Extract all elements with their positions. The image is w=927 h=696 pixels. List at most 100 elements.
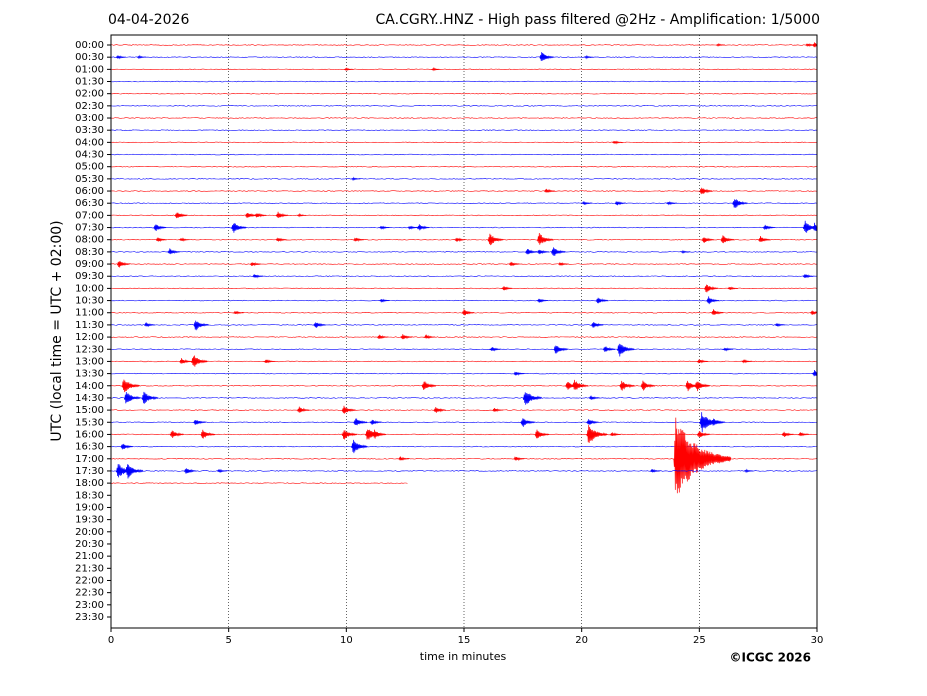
seismic-event xyxy=(696,430,711,438)
y-tick-label: 07:30 xyxy=(75,223,104,234)
seismic-event xyxy=(378,298,390,303)
y-tick-label: 05:00 xyxy=(75,162,104,173)
y-tick-label: 06:00 xyxy=(75,186,104,197)
seismic-event xyxy=(524,248,538,255)
seismic-event xyxy=(344,67,354,72)
seismic-event xyxy=(811,222,817,231)
y-tick-label: 12:00 xyxy=(75,332,104,343)
y-axis-label: UTC (local time = UTC + 02:00) xyxy=(49,220,65,441)
seismic-event xyxy=(174,212,188,219)
seismic-event xyxy=(762,224,775,230)
seismic-event xyxy=(513,456,525,462)
seismic-event xyxy=(433,406,447,413)
seismic-event xyxy=(811,42,817,48)
seismic-event xyxy=(398,456,410,461)
seismic-event xyxy=(341,430,358,440)
y-tick-label: 03:30 xyxy=(75,125,104,136)
trace xyxy=(111,470,818,472)
seismic-event xyxy=(115,55,127,60)
y-tick-label: 00:00 xyxy=(75,40,104,51)
seismic-event xyxy=(232,310,244,315)
seismic-event xyxy=(369,419,382,425)
seismic-event xyxy=(421,381,437,390)
seismic-event xyxy=(544,188,556,193)
trace xyxy=(110,44,818,46)
y-tick-label: 17:30 xyxy=(75,466,104,477)
seismic-event xyxy=(155,237,167,243)
seismic-event xyxy=(416,224,430,231)
trace xyxy=(110,165,818,168)
seismic-event xyxy=(352,237,365,243)
seismic-event xyxy=(351,176,361,181)
trace xyxy=(110,105,818,107)
seismic-event xyxy=(407,225,419,230)
y-tick-label: 23:30 xyxy=(75,612,104,623)
seismic-event xyxy=(144,322,155,328)
y-tick-label: 15:00 xyxy=(75,405,104,416)
y-tick-label: 18:00 xyxy=(75,478,104,489)
seismic-event xyxy=(595,297,609,304)
y-tick-label: 17:00 xyxy=(75,454,104,465)
seismic-event xyxy=(732,199,748,208)
y-tick-label: 08:00 xyxy=(75,235,104,246)
seismic-event xyxy=(193,320,209,331)
x-tick-label: 25 xyxy=(693,635,706,646)
trace xyxy=(110,421,818,423)
y-tick-label: 13:00 xyxy=(75,356,104,367)
seismic-event xyxy=(711,309,724,315)
trace xyxy=(110,251,818,253)
seismic-event xyxy=(550,247,566,256)
trace xyxy=(110,56,818,58)
y-tick-label: 14:30 xyxy=(75,393,104,404)
seismic-event xyxy=(275,211,289,218)
trace xyxy=(110,141,818,144)
y-tick-label: 13:30 xyxy=(75,369,104,380)
seismic-event xyxy=(341,405,356,414)
seismic-event xyxy=(680,249,690,254)
date: 04-04-2026 xyxy=(108,12,189,28)
trace xyxy=(110,385,818,387)
x-tick-label: 30 xyxy=(811,635,824,646)
seismic-event xyxy=(536,233,554,245)
seismic-event xyxy=(125,464,144,479)
seismic-event xyxy=(200,429,216,439)
seismic-event xyxy=(249,261,261,267)
seismic-event xyxy=(489,347,501,352)
y-tick-label: 09:30 xyxy=(75,271,104,282)
y-tick-label: 09:00 xyxy=(75,259,104,270)
trace xyxy=(110,482,408,484)
seismic-event xyxy=(520,418,536,427)
y-tick-label: 19:00 xyxy=(75,502,104,513)
y-tick-label: 10:30 xyxy=(75,296,104,307)
y-tick-label: 00:30 xyxy=(75,52,104,63)
x-axis-label: time in minutes xyxy=(420,650,507,663)
seismic-event xyxy=(169,430,184,438)
seismic-event xyxy=(500,286,513,291)
seismic-event xyxy=(522,392,542,405)
y-tick-label: 02:00 xyxy=(75,89,104,100)
seismic-event xyxy=(741,359,753,364)
seismic-event xyxy=(263,359,275,364)
seismic-event xyxy=(231,223,247,233)
credit: ©ICGC 2026 xyxy=(729,651,811,665)
y-tick-label: 03:00 xyxy=(75,113,104,124)
seismic-event xyxy=(153,224,167,231)
seismic-event xyxy=(694,381,711,392)
seismic-event xyxy=(726,286,739,290)
y-tick-label: 20:00 xyxy=(75,527,104,538)
seismic-event xyxy=(353,418,368,426)
seismic-event xyxy=(121,379,140,393)
seismic-event xyxy=(640,380,656,391)
seismic-event xyxy=(810,310,818,315)
seismic-event xyxy=(372,429,387,439)
seismic-event xyxy=(802,273,814,279)
seismic-event xyxy=(673,417,732,494)
seismic-event xyxy=(536,298,548,303)
y-tick-label: 07:00 xyxy=(75,210,104,221)
seismic-event xyxy=(716,42,726,47)
seismic-event xyxy=(539,52,554,61)
x-tick-label: 10 xyxy=(340,635,353,646)
seismic-event xyxy=(602,346,616,352)
seismic-event xyxy=(611,140,623,145)
seismic-event xyxy=(431,67,441,72)
